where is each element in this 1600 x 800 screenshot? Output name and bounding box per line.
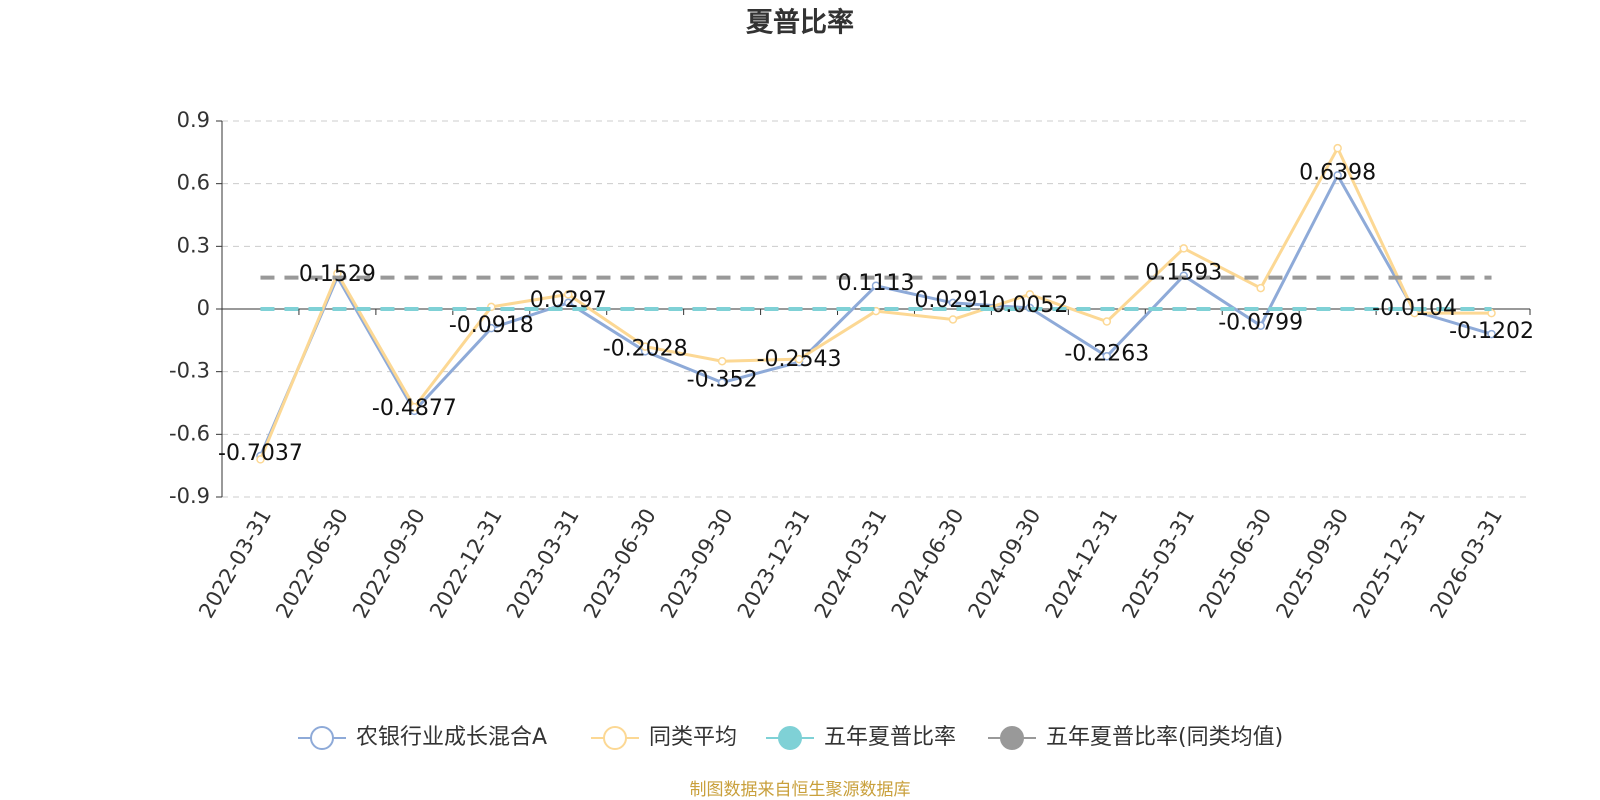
point <box>487 323 496 333</box>
data-label: 0.0052 <box>991 293 1068 318</box>
y-tick-label: -0.9 <box>169 484 210 508</box>
legend-item: 五年夏普比率 <box>766 725 956 750</box>
x-tick-label: 2025-09-30 <box>1271 505 1353 623</box>
legend-item: 五年夏普比率(同类均值) <box>988 725 1283 750</box>
x-tick-label: 2024-09-30 <box>964 505 1046 623</box>
point <box>563 290 573 299</box>
x-tick-label: 2026-03-31 <box>1425 505 1507 623</box>
x-tick-label: 2022-06-30 <box>271 505 353 623</box>
point <box>256 455 265 464</box>
point <box>717 356 727 366</box>
x-tick-label: 2023-06-30 <box>579 505 661 623</box>
x-tick-label: 2022-09-30 <box>348 505 430 623</box>
data-label: 0.6398 <box>1299 160 1376 185</box>
legend-label: 五年夏普比率(同类均值) <box>1046 725 1283 750</box>
data-label: -0.0918 <box>449 313 534 338</box>
legend-item: 同类平均 <box>591 725 737 750</box>
point <box>871 281 881 291</box>
point <box>1256 283 1265 293</box>
x-tick-label: 2024-12-31 <box>1041 505 1123 623</box>
x-tick-label: 2024-03-31 <box>810 505 892 623</box>
legend-icon <box>310 726 334 750</box>
point <box>1179 244 1189 253</box>
x-tick-label: 2023-09-30 <box>656 505 738 623</box>
x-tick-label: 2025-03-31 <box>1117 505 1199 623</box>
data-label: 0.1529 <box>299 262 376 287</box>
legend-icon <box>603 726 627 750</box>
point <box>410 402 419 412</box>
data-label: -0.352 <box>687 368 758 393</box>
point <box>1487 329 1496 339</box>
y-tick-label: 0 <box>197 296 210 320</box>
legend-label: 五年夏普比率 <box>824 725 956 750</box>
data-label: -0.2543 <box>757 347 842 372</box>
data-label: -0.2028 <box>603 336 688 361</box>
x-tick-label: 2025-12-31 <box>1348 505 1430 623</box>
data-label: 0.0291 <box>914 288 991 313</box>
x-tick-label: 2022-12-31 <box>425 505 507 623</box>
data-label: -0.2263 <box>1064 341 1149 366</box>
point <box>948 315 958 324</box>
legend-label: 农银行业成长混合A <box>356 725 547 750</box>
data-label: 0.1593 <box>1145 261 1222 286</box>
point <box>948 298 958 308</box>
point <box>1102 352 1112 361</box>
x-tick-label: 2023-12-31 <box>733 505 815 623</box>
point <box>563 298 573 308</box>
point <box>1333 143 1342 153</box>
data-label: -0.0799 <box>1218 311 1303 336</box>
legend-icon <box>778 726 802 750</box>
y-tick-label: 0.3 <box>177 233 210 257</box>
data-label: 0.1113 <box>838 271 915 296</box>
legend-item: 农银行业成长混合A <box>298 725 547 750</box>
x-tick-label: 2024-06-30 <box>887 505 969 623</box>
point <box>1256 321 1265 330</box>
point <box>794 354 804 364</box>
point <box>1025 290 1035 299</box>
chart-title: 夏普比率 <box>746 7 854 39</box>
data-label: -0.0104 <box>1372 296 1457 321</box>
x-tick-label: 2022-03-31 <box>194 505 276 623</box>
y-tick-label: -0.6 <box>169 421 210 445</box>
y-tick-label: 0.6 <box>177 171 210 195</box>
legend-label: 同类平均 <box>649 725 737 750</box>
point <box>1102 317 1112 326</box>
point <box>1333 171 1342 180</box>
data-label: -0.7037 <box>218 441 303 466</box>
point <box>640 342 650 351</box>
footnote: 制图数据来自恒生聚源数据库 <box>690 780 911 800</box>
point <box>717 378 727 387</box>
y-tick-label: -0.3 <box>169 359 210 383</box>
data-label: 0.0297 <box>530 288 607 313</box>
data-label: -0.1202 <box>1449 319 1534 344</box>
legend-icon <box>1000 726 1024 750</box>
data-label: -0.4877 <box>372 396 457 421</box>
x-tick-label: 2025-06-30 <box>1194 505 1276 623</box>
x-tick-label: 2023-03-31 <box>502 505 584 623</box>
y-tick-label: 0.9 <box>177 108 210 132</box>
